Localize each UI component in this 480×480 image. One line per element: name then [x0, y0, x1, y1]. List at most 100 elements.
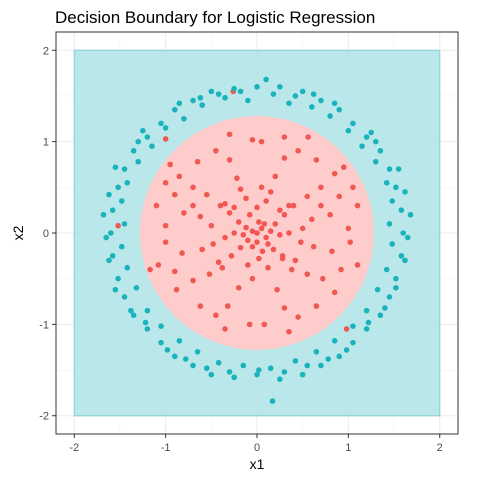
data-point-series-0 — [256, 219, 262, 225]
data-point-series-0 — [286, 328, 292, 335]
data-point-series-0 — [171, 191, 178, 198]
data-point-series-0 — [176, 173, 183, 180]
data-point-series-1 — [389, 241, 396, 247]
data-point-series-1 — [325, 356, 332, 362]
data-point-series-1 — [222, 94, 228, 101]
x-tick-label: 0 — [254, 442, 260, 454]
data-point-series-1 — [254, 84, 260, 90]
data-point-series-1 — [350, 323, 356, 329]
data-point-series-0 — [246, 321, 253, 328]
data-point-series-1 — [400, 230, 406, 236]
data-point-series-1 — [108, 230, 114, 236]
data-point-series-0 — [197, 213, 204, 220]
data-point-series-0 — [219, 264, 226, 271]
y-axis: -2 -1 0 1 2 — [39, 45, 56, 423]
data-point-series-0 — [179, 250, 185, 256]
data-point-series-1 — [336, 353, 343, 360]
data-point-series-0 — [309, 216, 315, 223]
data-point-series-1 — [100, 211, 107, 218]
data-point-series-0 — [281, 155, 288, 161]
data-point-series-0 — [277, 232, 283, 238]
data-point-series-1 — [121, 166, 128, 172]
data-point-series-1 — [292, 358, 299, 364]
data-point-series-1 — [292, 93, 299, 99]
data-point-series-0 — [258, 225, 265, 232]
data-point-series-1 — [135, 158, 142, 165]
data-point-series-1 — [130, 312, 137, 319]
data-point-series-1 — [203, 365, 210, 372]
data-point-series-1 — [277, 376, 283, 382]
data-point-series-0 — [254, 239, 260, 245]
data-point-series-1 — [383, 179, 390, 186]
x-tick-label: 1 — [345, 442, 351, 454]
data-point-series-0 — [267, 189, 274, 195]
data-point-series-1 — [393, 275, 399, 282]
y-tick-label: 0 — [43, 228, 49, 240]
data-point-series-0 — [222, 326, 228, 332]
data-point-series-1 — [208, 371, 215, 378]
data-point-series-1 — [124, 264, 131, 271]
data-point-series-0 — [206, 271, 213, 277]
data-point-series-1 — [106, 257, 112, 264]
data-point-series-0 — [171, 268, 178, 275]
data-point-series-1 — [389, 198, 396, 204]
data-point-series-0 — [213, 312, 219, 319]
data-point-series-0 — [298, 239, 304, 245]
data-point-series-0 — [272, 173, 279, 180]
data-point-series-1 — [377, 147, 384, 154]
data-points — [100, 76, 414, 404]
data-point-series-0 — [213, 147, 219, 154]
data-point-series-1 — [269, 398, 276, 404]
data-point-series-1 — [176, 338, 183, 344]
data-point-series-0 — [235, 219, 242, 225]
data-point-series-1 — [109, 253, 116, 259]
data-point-series-1 — [121, 221, 128, 227]
data-point-series-1 — [393, 184, 399, 191]
data-point-series-0 — [336, 193, 343, 200]
data-point-series-0 — [231, 230, 237, 236]
data-point-series-1 — [359, 143, 365, 150]
data-point-series-1 — [112, 286, 119, 293]
y-tick-label: -1 — [39, 319, 49, 331]
data-point-series-0 — [281, 305, 288, 311]
data-point-series-0 — [222, 200, 228, 207]
data-point-series-0 — [340, 164, 347, 171]
data-point-series-0 — [263, 198, 269, 204]
data-point-series-0 — [290, 202, 297, 209]
data-point-series-1 — [331, 338, 338, 344]
data-point-series-0 — [281, 211, 288, 218]
data-point-series-1 — [158, 120, 164, 127]
data-point-series-0 — [279, 255, 286, 262]
data-point-series-1 — [336, 106, 343, 113]
data-point-series-0 — [203, 191, 210, 198]
data-point-series-0 — [286, 202, 292, 209]
data-point-series-0 — [345, 225, 352, 232]
data-point-series-1 — [237, 88, 244, 95]
data-point-series-0 — [261, 321, 268, 328]
data-point-series-0 — [243, 224, 249, 231]
data-point-series-1 — [386, 166, 393, 172]
data-point-series-1 — [182, 356, 189, 362]
data-point-series-1 — [363, 134, 370, 140]
data-point-series-1 — [267, 365, 274, 372]
data-point-series-0 — [318, 202, 324, 209]
data-point-series-0 — [249, 228, 256, 234]
data-point-series-0 — [234, 175, 240, 181]
data-point-series-0 — [231, 204, 237, 211]
data-point-series-0 — [245, 262, 251, 268]
data-point-series-0 — [343, 326, 350, 332]
data-point-series-0 — [194, 158, 201, 165]
data-point-series-0 — [329, 248, 335, 255]
data-point-series-0 — [235, 285, 242, 291]
data-point-series-1 — [350, 120, 356, 127]
data-point-series-0 — [318, 184, 324, 191]
data-point-series-1 — [176, 100, 183, 107]
data-point-series-0 — [354, 202, 361, 209]
data-point-series-0 — [167, 161, 174, 168]
data-point-series-1 — [128, 307, 134, 314]
data-point-series-1 — [109, 207, 116, 213]
data-point-series-1 — [398, 253, 405, 259]
data-point-series-1 — [254, 371, 260, 378]
data-point-series-1 — [240, 362, 247, 369]
data-point-series-1 — [277, 84, 283, 90]
